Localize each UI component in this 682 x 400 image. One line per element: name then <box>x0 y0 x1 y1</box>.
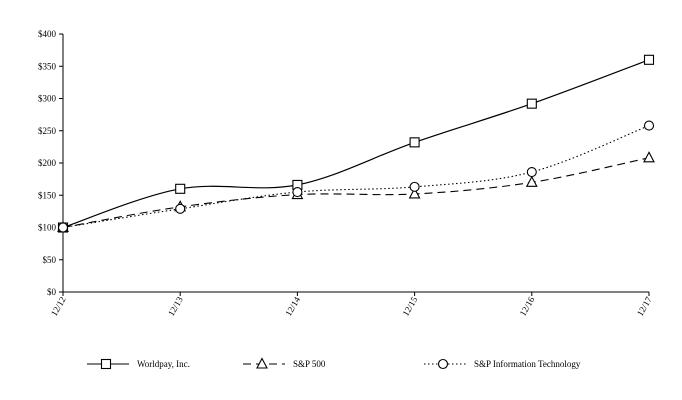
data-point-square <box>526 98 537 109</box>
series-layer <box>57 54 655 233</box>
x-tick-label: 12/17 <box>635 295 654 318</box>
x-tick-label: 12/16 <box>518 295 537 318</box>
y-tick-label: $150 <box>38 190 57 200</box>
data-point-circle <box>292 186 303 198</box>
data-point-square <box>409 137 420 148</box>
y-tick-label: $0 <box>47 287 57 297</box>
data-point-triangle <box>408 187 421 199</box>
x-tick-label: 12/15 <box>400 295 419 318</box>
y-tick-label: $50 <box>43 255 57 265</box>
data-point-square <box>175 183 186 194</box>
x-tick-label: 12/13 <box>166 295 185 318</box>
legend-label: S&P Information Technology <box>474 359 581 369</box>
y-tick-label: $200 <box>38 158 57 168</box>
y-axis: $0 $50 $100 $150 $200 $250 $300 $350 $400 <box>38 29 64 297</box>
y-tick-label: $300 <box>38 94 57 104</box>
legend-item-sp-info-tech: S&P Information Technology <box>424 358 581 370</box>
series-line <box>62 157 650 229</box>
data-point-circle <box>409 181 420 192</box>
legend-item-worldpay: Worldpay, Inc. <box>87 358 190 370</box>
y-tick-label: $100 <box>38 223 57 233</box>
legend-label: S&P 500 <box>293 359 326 369</box>
y-tick-label: $250 <box>38 126 57 136</box>
series-line <box>62 59 650 229</box>
x-tick-label: 12/12 <box>49 295 68 318</box>
data-point-circle <box>175 203 186 214</box>
x-axis: 12/12 12/13 12/14 12/15 12/16 12/17 <box>49 291 654 318</box>
series-sp500 <box>57 151 655 233</box>
data-point-circle <box>57 222 69 233</box>
y-tick-label: $400 <box>38 29 57 39</box>
series-worldpay <box>57 54 655 233</box>
legend-label: Worldpay, Inc. <box>137 359 190 369</box>
series-sp-info-tech <box>57 120 655 233</box>
data-point-triangle <box>525 175 538 187</box>
legend-marker-triangle <box>256 357 268 369</box>
x-tick-label: 12/14 <box>283 295 302 318</box>
data-point-square <box>643 54 655 65</box>
data-point-circle <box>526 166 537 178</box>
legend-marker-square <box>100 358 112 370</box>
series-line <box>62 125 650 229</box>
legend-item-sp500: S&P 500 <box>243 357 326 369</box>
legend: Worldpay, Inc. S&P 500 S&P Information Tec… <box>87 357 581 370</box>
data-point-triangle <box>643 151 655 163</box>
data-point-circle <box>643 120 655 131</box>
legend-marker-circle <box>437 358 449 370</box>
y-tick-label: $350 <box>38 61 57 71</box>
